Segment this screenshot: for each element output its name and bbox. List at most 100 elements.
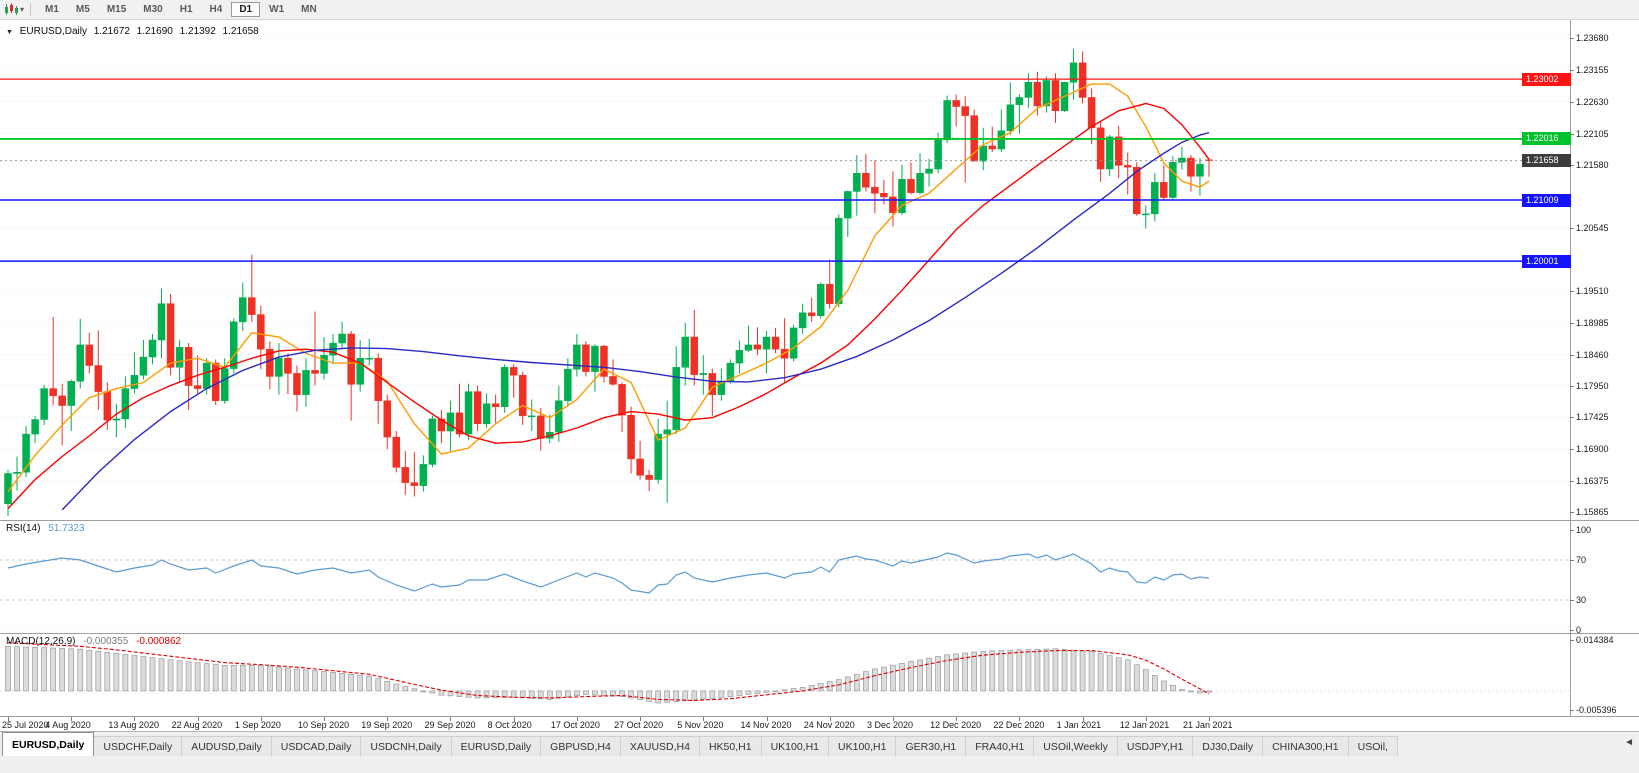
timeframe-button-H1[interactable]: H1	[179, 4, 193, 15]
macd-tick-label: -0.005396	[1576, 705, 1617, 715]
level-price-badge-1.23002[interactable]: 1.23002	[1522, 72, 1571, 86]
chart-tab-usdchf-daily[interactable]: USDCHF,Daily	[94, 736, 183, 756]
rsi-header: RSI(14) 51.7323	[6, 523, 89, 534]
price-tick-label: 1.20545	[1576, 223, 1609, 234]
chart-tab-dj30-daily[interactable]: DJ30,Daily	[1193, 736, 1264, 756]
ohlc-header: ▼ EURUSD,Daily 1.21672 1.21690 1.21392 1…	[6, 26, 263, 37]
close-value: 1.21658	[222, 26, 259, 37]
axis-tick-mark	[1570, 600, 1574, 601]
current-price-badge: 1.21658	[1522, 154, 1571, 168]
axis-tick-mark	[1570, 133, 1574, 135]
date-tick-label: 8 Oct 2020	[487, 720, 532, 730]
date-tick-mark	[1019, 717, 1021, 721]
rsi-tick-label: 0	[1576, 625, 1582, 635]
date-tick-label: 19 Sep 2020	[361, 720, 413, 730]
chart-tab-eurusd-daily[interactable]: EURUSD,Daily	[451, 736, 542, 756]
collapse-icon[interactable]: ▼	[6, 29, 13, 36]
price-tick-label: 1.22105	[1576, 128, 1609, 139]
price-axis-border	[1570, 20, 1571, 717]
axis-tick-mark	[1570, 322, 1574, 324]
time-axis-border	[0, 716, 1639, 717]
level-price-badge-1.21009[interactable]: 1.21009	[1522, 193, 1571, 207]
axis-tick-mark	[1570, 481, 1574, 483]
axis-tick-mark	[1570, 449, 1574, 451]
timeframe-button-M1[interactable]: M1	[45, 4, 59, 15]
date-tick-label: 12 Jan 2021	[1119, 720, 1170, 730]
date-tick-label: 29 Sep 2020	[424, 720, 476, 730]
price-gridlines	[0, 37, 1570, 513]
date-tick-label: 3 Dec 2020	[866, 720, 913, 730]
price-tick-label: 1.18460	[1576, 349, 1609, 360]
price-tick-label: 1.19510	[1576, 285, 1609, 296]
date-tick-mark	[1145, 717, 1147, 721]
timeframe-button-M15[interactable]: M15	[106, 4, 127, 15]
chart-tab-uk100-h1[interactable]: UK100,H1	[829, 736, 897, 756]
timeframe-button-M30[interactable]: M30	[143, 4, 163, 15]
level-price-badge-1.20001[interactable]: 1.20001	[1522, 254, 1571, 268]
date-tick-mark	[8, 717, 9, 721]
timeframe-button-W1[interactable]: W1	[269, 4, 285, 15]
axis-tick-mark	[1570, 101, 1574, 103]
date-tick-mark	[1208, 717, 1210, 721]
date-tick-mark	[134, 717, 136, 721]
timeframe-button-H4[interactable]: H4	[209, 4, 223, 15]
axis-tick-mark	[1570, 530, 1574, 531]
chart-tab-uk100-h1[interactable]: UK100,H1	[761, 736, 830, 756]
main-price-chart[interactable]	[0, 20, 1570, 520]
level-price-badge-1.22016[interactable]: 1.22016	[1522, 132, 1571, 146]
date-tick-mark	[197, 717, 199, 721]
axis-tick-mark	[1570, 630, 1574, 631]
tab-scroll-left-icon[interactable]: ◄	[1624, 737, 1634, 748]
date-tick-label: 17 Oct 2020	[550, 720, 600, 730]
chart-tab-eurusd-daily[interactable]: EURUSD,Daily	[2, 732, 95, 756]
chart-tab-hk50-h1[interactable]: HK50,H1	[699, 736, 762, 756]
chart-tab-usdjpy-h1[interactable]: USDJPY,H1	[1117, 736, 1194, 756]
axis-tick-mark	[1570, 354, 1574, 356]
axis-tick-mark	[1570, 290, 1574, 292]
chart-tab-usoil[interactable]: USOil,	[1348, 736, 1398, 756]
panel-resize-handle-macd[interactable]	[0, 633, 1639, 634]
price-tick-label: 1.23155	[1576, 64, 1609, 75]
axis-tick-mark	[1570, 417, 1574, 419]
price-tick-label: 1.17425	[1576, 412, 1609, 423]
chart-tab-usdcad-daily[interactable]: USDCAD,Daily	[271, 736, 362, 756]
axis-tick-mark	[1570, 38, 1574, 39]
toolbar-separator	[30, 3, 32, 16]
chart-type-icon[interactable]	[4, 3, 19, 16]
chart-tab-china300-h1[interactable]: CHINA300,H1	[1263, 736, 1349, 756]
timeframe-button-D1[interactable]: D1	[231, 2, 261, 17]
price-tick-label: 1.16900	[1576, 444, 1609, 455]
chart-tab-gbpusd-h4[interactable]: GBPUSD,H4	[541, 736, 621, 756]
chart-tab-usdcnh-daily[interactable]: USDCNH,Daily	[361, 736, 452, 756]
date-tick-label: 13 Aug 2020	[108, 720, 159, 730]
chart-tab-ger30-h1[interactable]: GER30,H1	[896, 736, 967, 756]
rsi-tick-label: 30	[1576, 595, 1587, 605]
timeframe-button-MN[interactable]: MN	[301, 4, 317, 15]
axis-tick-mark	[1570, 69, 1574, 71]
date-tick-mark	[576, 717, 578, 721]
date-tick-mark	[640, 717, 642, 721]
macd-indicator-chart[interactable]	[0, 634, 1570, 716]
date-tick-mark	[513, 717, 515, 721]
date-tick-label: 1 Jan 2021	[1056, 720, 1102, 730]
chart-tab-audusd-daily[interactable]: AUDUSD,Daily	[182, 736, 272, 756]
price-tick-label: 1.17950	[1576, 380, 1609, 391]
date-tick-mark	[260, 717, 262, 721]
chart-tab-xauusd-h4[interactable]: XAUUSD,H4	[620, 736, 700, 756]
chart-type-caret-icon[interactable]: ▾	[20, 5, 25, 14]
main-toolbar: ▾ M1 M5 M15 M30 H1 H4 D1 W1 MN	[0, 0, 1639, 20]
panel-resize-handle-rsi[interactable]	[0, 520, 1639, 521]
chart-tab-usoil-weekly[interactable]: USOil,Weekly	[1034, 736, 1118, 756]
axis-tick-mark	[1570, 165, 1574, 167]
chart-tab-fra40-h1[interactable]: FRA40,H1	[966, 736, 1035, 756]
date-tick-label: 14 Nov 2020	[740, 720, 792, 730]
rsi-indicator-chart[interactable]	[0, 521, 1570, 633]
timeframe-button-M5[interactable]: M5	[75, 4, 90, 15]
macd-histogram	[5, 645, 1212, 704]
axis-tick-mark	[1570, 385, 1574, 387]
time-axis[interactable]: 25 Jul 2020 4 Aug 2020 13 Aug 2020 22 Aug 2…	[0, 717, 1570, 731]
axis-tick-mark	[1570, 560, 1574, 561]
price-tick-label: 1.21580	[1576, 160, 1609, 171]
date-tick-mark	[324, 717, 326, 721]
